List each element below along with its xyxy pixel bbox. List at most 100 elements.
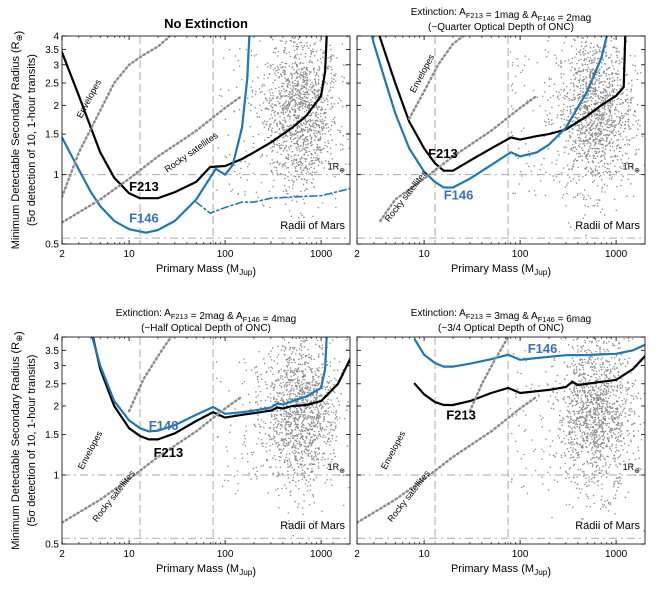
scatter-point [315, 476, 318, 479]
scatter-point [296, 94, 298, 96]
scatter-point [279, 94, 281, 96]
scatter-point [569, 89, 571, 91]
scatter-point [245, 48, 248, 51]
scatter-point [571, 132, 574, 135]
scatter-point [606, 168, 608, 170]
scatter-point [611, 436, 613, 439]
scatter-point [609, 110, 612, 112]
x-tick-label: 100 [217, 549, 234, 560]
scatter-point [290, 423, 292, 426]
scatter-point [626, 163, 628, 165]
scatter-point [617, 138, 620, 141]
scatter-point [567, 140, 570, 142]
scatter-point [608, 360, 611, 363]
scatter-point [309, 55, 312, 58]
scatter-point [304, 83, 307, 86]
scatter-point [224, 118, 227, 121]
scatter-point [307, 480, 310, 483]
scatter-point [305, 84, 308, 87]
scatter-point [312, 68, 315, 71]
scatter-point [306, 168, 309, 171]
scatter-point [583, 132, 585, 135]
scatter-point [330, 66, 332, 68]
scatter-point [618, 170, 620, 173]
scatter-point [282, 69, 285, 72]
scatter-point [619, 103, 621, 106]
scatter-point [308, 356, 310, 359]
scatter-point [271, 443, 274, 445]
scatter-point [327, 126, 330, 128]
scatter-point [584, 168, 587, 170]
scatter-point [331, 96, 334, 99]
scatter-point [308, 405, 310, 407]
scatter-point [296, 442, 299, 445]
scatter-point [320, 115, 322, 118]
scatter-point [317, 130, 320, 132]
scatter-point [563, 90, 565, 92]
scatter-point [582, 139, 585, 142]
scatter-point [632, 195, 635, 198]
scatter-point [315, 343, 317, 346]
scatter-point [287, 101, 290, 103]
scatter-point [601, 97, 604, 100]
scatter-point [273, 385, 276, 388]
scatter-point [282, 109, 284, 112]
scatter-point [269, 436, 271, 438]
scatter-point [300, 89, 302, 91]
scatter-point [280, 349, 283, 351]
scatter-point [633, 136, 635, 139]
scatter-point [254, 372, 257, 374]
scatter-point [610, 114, 613, 117]
scatter-point [315, 171, 318, 173]
scatter-point [327, 140, 329, 142]
scatter-point [511, 89, 514, 91]
scatter-point [326, 67, 329, 70]
scatter-point [589, 389, 592, 392]
scatter-point [570, 180, 572, 183]
scatter-point [310, 450, 313, 453]
scatter-point [318, 67, 321, 70]
scatter-point [278, 392, 281, 394]
scatter-point [612, 120, 615, 122]
scatter-point [297, 135, 299, 137]
scatter-point [329, 133, 332, 136]
scatter-point [608, 364, 611, 366]
scatter-point [584, 361, 587, 363]
scatter-point [288, 105, 291, 107]
scatter-point [607, 86, 609, 89]
scatter-point [294, 446, 296, 449]
scatter-point [298, 108, 301, 110]
scatter-point [607, 94, 610, 97]
scatter-point [262, 102, 265, 104]
f213-label: F213 [428, 146, 458, 161]
scatter-point [583, 107, 586, 109]
scatter-point [287, 470, 289, 473]
scatter-point [591, 54, 594, 57]
scatter-point [589, 142, 592, 145]
scatter-point [306, 406, 309, 408]
scatter-point [323, 441, 326, 443]
scatter-point [601, 428, 604, 430]
scatter-point [266, 136, 269, 139]
scatter-point [298, 353, 301, 355]
scatter-point [261, 378, 263, 380]
scatter-point [321, 129, 324, 132]
y-axis-sublabel: (5σ detection of 10, 1-hour transits) [26, 355, 38, 527]
scatter-point [293, 37, 295, 39]
scatter-point [614, 134, 617, 137]
scatter-point [308, 150, 311, 153]
scatter-point [228, 431, 231, 433]
scatter-point [294, 103, 297, 105]
scatter-point [295, 349, 298, 351]
scatter-point [330, 72, 332, 74]
scatter-point [296, 149, 298, 152]
scatter-point [598, 370, 600, 372]
scatter-point [611, 427, 613, 430]
scatter-point [248, 102, 250, 104]
scatter-point [296, 435, 298, 438]
scatter-point [271, 384, 273, 387]
scatter-point [573, 116, 575, 118]
scatter-point [604, 191, 606, 193]
scatter-point [273, 387, 275, 390]
scatter-point [331, 106, 333, 109]
